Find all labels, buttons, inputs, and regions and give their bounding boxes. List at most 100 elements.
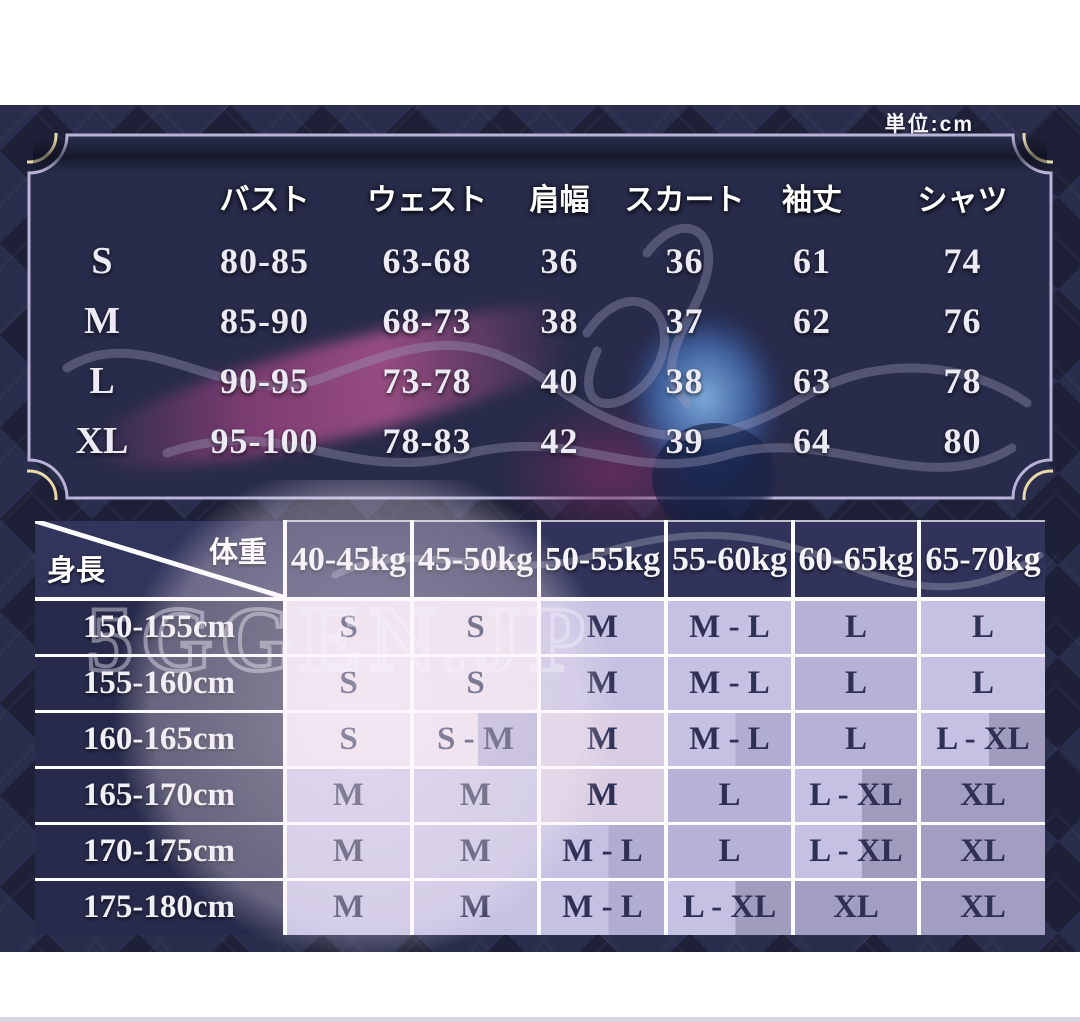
size-column-header: シャツ — [917, 184, 1008, 217]
matrix-cell: M — [410, 821, 539, 879]
matrix-cell: L - XL — [791, 765, 919, 823]
size-value-cell: 80 — [943, 421, 982, 461]
matrix-cell: XL — [791, 877, 919, 935]
height-row-header: 150-155cm — [35, 597, 285, 655]
size-value-cell: 42 — [540, 421, 579, 461]
size-value-cell: 78-83 — [382, 421, 472, 461]
size-column-header: 肩幅 — [529, 184, 590, 217]
matrix-header-row-tr: 体重 身長 40-45kg 45-50kg 50-55kg 55-60kg 60-65kg 6… — [35, 520, 1045, 599]
size-value-cell: 74 — [943, 241, 982, 281]
size-value-cell: 76 — [943, 301, 982, 341]
bottom-edge-line — [0, 1017, 1080, 1022]
size-column-header: バスト — [219, 184, 310, 217]
matrix-cell: L - XL — [791, 821, 919, 879]
matrix-cell: XL — [917, 765, 1045, 823]
matrix-cell: L — [917, 653, 1045, 711]
height-row-header: 165-170cm — [35, 765, 285, 823]
matrix-cell: S — [410, 597, 539, 655]
matrix-cell: M — [537, 597, 666, 655]
height-row-header: 170-175cm — [35, 821, 285, 879]
size-row-label: L — [89, 360, 115, 402]
size-column-header: ウェスト — [367, 184, 487, 217]
matrix-cell: M - L — [537, 877, 666, 935]
size-row-label: XL — [75, 420, 129, 462]
matrix-cell: S - M — [410, 709, 539, 767]
matrix-table: 体重 身長 40-45kg 45-50kg 50-55kg 55-60kg 60-65kg 6… — [35, 520, 1045, 935]
size-row-label: M — [84, 300, 120, 342]
bottom-white-band — [0, 952, 1080, 1022]
height-weight-matrix: 体重 身長 40-45kg 45-50kg 50-55kg 55-60kg 60-65kg 6… — [0, 480, 1045, 1022]
size-value-cell: 68-73 — [382, 301, 472, 341]
size-value-cell: 63-68 — [382, 241, 472, 281]
matrix-cell: S — [410, 653, 539, 711]
size-value-cell: 37 — [665, 301, 704, 341]
height-row-header: 160-165cm — [35, 709, 285, 767]
matrix-cell: L - XL — [917, 709, 1045, 767]
matrix-cell: S — [283, 597, 412, 655]
matrix-cell: M — [410, 765, 539, 823]
matrix-cell: L — [664, 765, 793, 823]
matrix-body: 150-155cm S S M M - L L L 155-160cm S S M M - L L L 16… — [35, 597, 1045, 935]
matrix-cell: M — [283, 877, 412, 935]
size-value-cell: 61 — [793, 241, 831, 281]
matrix-cell: M - L — [664, 653, 793, 711]
size-value-cell: 73-78 — [382, 361, 472, 401]
matrix-cell: L — [664, 821, 793, 879]
size-value-cell: 62 — [793, 301, 831, 341]
matrix-cell: M - L — [664, 597, 793, 655]
size-column-header: スカート — [624, 184, 745, 217]
matrix-cell: M - L — [664, 709, 793, 767]
matrix-cell: M — [283, 821, 412, 879]
weight-column-header: 50-55kg — [537, 520, 666, 599]
size-value-cell: 39 — [665, 421, 704, 461]
matrix-cell: S — [283, 709, 412, 767]
size-value-cell: 38 — [665, 361, 704, 401]
weight-column-header: 60-65kg — [791, 520, 919, 599]
size-table: バスト ウェスト 肩幅 スカート 袖丈 シャツ S 80-85 63-68 36 36 61 74 M 85… — [27, 133, 1053, 500]
matrix-corner-cell: 体重身長 — [35, 521, 285, 599]
matrix-cell: XL — [917, 821, 1045, 879]
top-white-band — [0, 0, 1080, 105]
matrix-cell: M - L — [537, 821, 666, 879]
measurement-table-frame: バスト ウェスト 肩幅 スカート 袖丈 シャツ S 80-85 63-68 36 36 61 74 M 85… — [27, 133, 1053, 548]
matrix-header-row: 体重 身長 40-45kg 45-50kg 50-55kg 55-60kg 60-65kg 6… — [35, 520, 1045, 599]
weight-column-header: 55-60kg — [664, 520, 793, 599]
size-value-cell: 95-100 — [210, 421, 319, 461]
matrix-cell: M — [410, 877, 539, 935]
size-column-header: 袖丈 — [782, 184, 842, 217]
size-value-cell: 38 — [540, 301, 579, 341]
matrix-cell: L — [791, 653, 919, 711]
size-value-cell: 85-90 — [220, 301, 309, 341]
size-value-cell: 40 — [540, 361, 579, 401]
weight-column-header: 45-50kg — [410, 520, 539, 599]
matrix-cell: L - XL — [664, 877, 793, 935]
size-table-corner-spacer — [27, 163, 177, 231]
weight-column-header: 40-45kg — [283, 520, 412, 599]
outline-squiggle-artwork — [62, 223, 1032, 472]
size-row-label: S — [91, 240, 113, 282]
size-value-cell: 78 — [943, 361, 982, 401]
size-value-cell: 90-95 — [220, 361, 309, 401]
size-value-cell: 36 — [540, 241, 579, 281]
corner-label-height: 身長 — [47, 555, 106, 587]
matrix-cell: L — [791, 709, 919, 767]
size-value-cell: 63 — [793, 361, 831, 401]
matrix-row: 165-170cm M M M L L - XL XL — [35, 765, 1045, 823]
unit-note: 単位:cm — [884, 113, 974, 136]
matrix-cell: XL — [917, 877, 1045, 935]
size-value-cell: 36 — [665, 241, 704, 281]
size-value-cell: 64 — [793, 421, 831, 461]
matrix-cell: M — [537, 765, 666, 823]
size-value-cell: 80-85 — [220, 241, 309, 281]
matrix-cell: L — [917, 597, 1045, 655]
matrix-cell: M — [537, 709, 666, 767]
corner-diagonal-line — [35, 521, 283, 597]
corner-label-weight: 体重 — [208, 537, 267, 569]
matrix-cell: M — [283, 765, 412, 823]
